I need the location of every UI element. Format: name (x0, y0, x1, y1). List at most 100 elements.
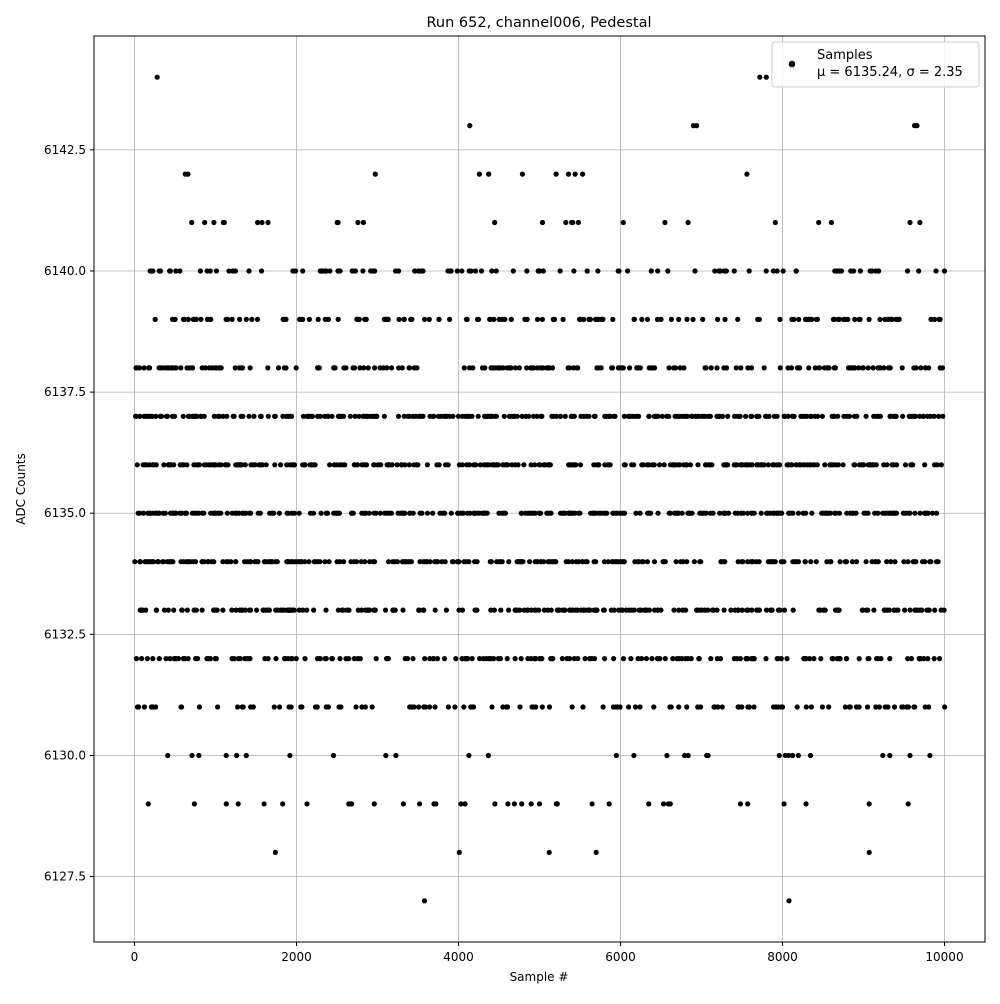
data-point (717, 268, 723, 274)
data-point (769, 607, 775, 613)
data-point (860, 365, 866, 371)
data-point (852, 365, 858, 371)
data-point (919, 607, 925, 613)
data-point (745, 365, 751, 371)
data-point (548, 607, 554, 613)
data-point (190, 365, 196, 371)
data-point (362, 704, 368, 710)
data-point (404, 656, 411, 662)
data-point (601, 559, 608, 565)
y-tick-label: 6137.5 (44, 385, 86, 399)
data-point (722, 316, 728, 322)
data-point (164, 413, 170, 419)
data-point (636, 413, 642, 419)
data-point (508, 365, 514, 371)
data-point (355, 462, 361, 468)
data-point (826, 704, 832, 710)
data-point (616, 268, 622, 274)
data-point (306, 316, 312, 322)
legend-stats: μ = 6135.24, σ = 2.35 (817, 65, 963, 80)
data-point (337, 268, 343, 274)
data-point (878, 656, 884, 662)
data-point (196, 462, 202, 468)
data-point (546, 704, 553, 710)
data-point (835, 413, 841, 419)
data-point (905, 559, 911, 565)
data-point (401, 316, 407, 322)
data-point (323, 268, 329, 274)
data-point (840, 462, 846, 468)
data-point (287, 752, 293, 759)
data-point (488, 607, 494, 613)
data-point (207, 268, 213, 274)
data-point (734, 462, 740, 468)
data-point (584, 559, 590, 565)
data-point (335, 607, 341, 613)
data-point (779, 704, 786, 710)
x-tick-label: 4000 (443, 950, 474, 964)
data-point (336, 510, 342, 516)
data-point (939, 365, 946, 371)
data-point (448, 510, 454, 516)
data-point (477, 462, 483, 468)
data-point (363, 316, 369, 322)
data-point (539, 413, 545, 419)
data-point (596, 462, 602, 468)
data-point (491, 607, 497, 613)
data-point (600, 316, 606, 322)
data-point (389, 462, 395, 468)
data-point (293, 656, 299, 662)
data-point (856, 365, 862, 371)
data-point (695, 462, 701, 468)
data-point (551, 316, 558, 322)
data-point (402, 462, 408, 468)
data-point (411, 704, 417, 710)
data-point (377, 510, 383, 516)
data-point (902, 607, 908, 613)
data-point (671, 607, 677, 613)
data-point (427, 559, 433, 565)
data-point (907, 510, 913, 516)
data-point (745, 510, 751, 516)
data-point (774, 268, 780, 274)
data-point (677, 365, 683, 371)
data-point (459, 268, 465, 274)
data-point (250, 704, 256, 710)
data-point (218, 510, 224, 516)
data-point (332, 365, 338, 371)
data-point (432, 704, 438, 710)
data-point (412, 268, 418, 274)
data-point (197, 268, 203, 274)
data-point (342, 462, 348, 468)
data-point (162, 510, 168, 516)
data-point (593, 559, 599, 565)
data-point (875, 559, 881, 565)
data-point (651, 559, 658, 565)
data-point (866, 801, 872, 807)
data-point (220, 607, 226, 613)
data-point (373, 656, 379, 662)
data-point (852, 316, 858, 322)
data-point (455, 413, 462, 419)
data-point (420, 268, 426, 274)
data-point (464, 316, 470, 322)
data-point (565, 559, 572, 565)
data-point (291, 462, 298, 468)
data-point (434, 656, 441, 662)
data-point (492, 801, 498, 807)
data-point (576, 559, 582, 565)
data-point (772, 219, 778, 226)
data-point (229, 607, 235, 613)
data-point (265, 365, 271, 371)
data-point (366, 510, 372, 516)
data-point (757, 74, 763, 80)
data-point (895, 607, 901, 613)
data-point (655, 510, 661, 516)
data-point (553, 559, 559, 565)
data-point (644, 316, 651, 322)
data-point (756, 607, 763, 613)
data-point (676, 316, 682, 322)
data-point (165, 752, 171, 759)
data-point (393, 752, 399, 759)
